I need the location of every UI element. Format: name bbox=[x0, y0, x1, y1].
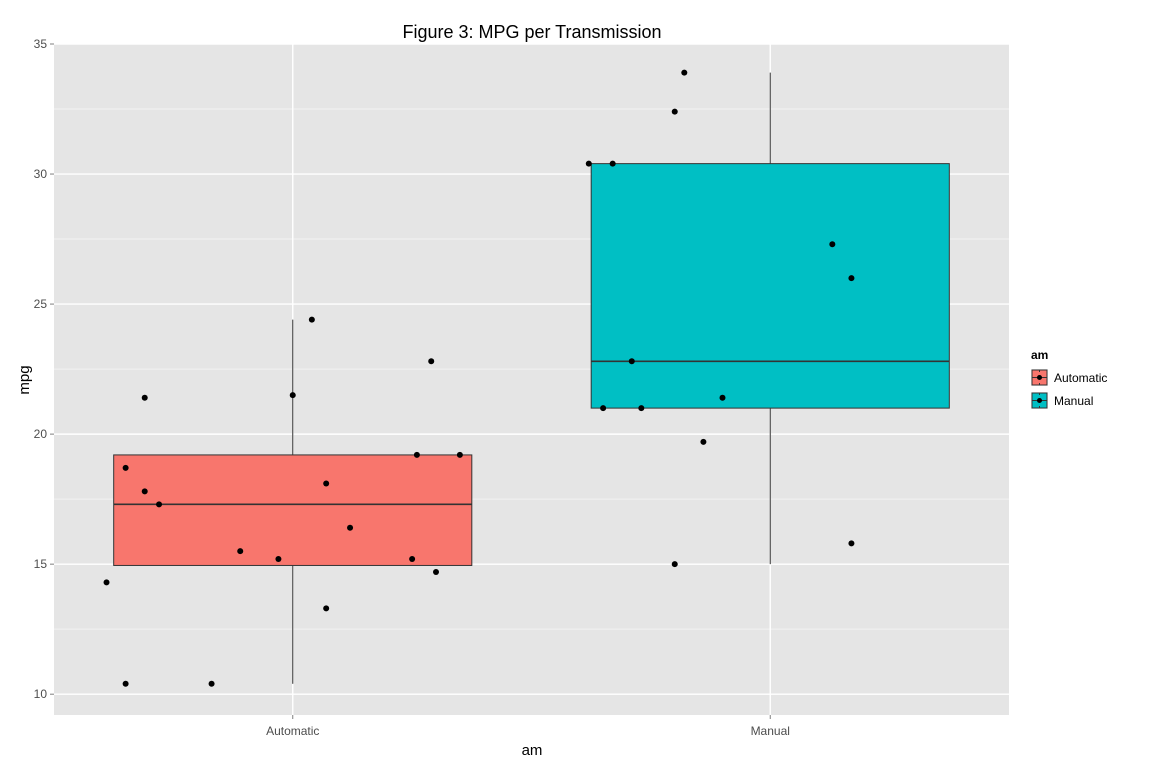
legend-item-manual: Manual bbox=[1031, 392, 1093, 409]
box-manual bbox=[590, 72, 950, 565]
y-tick-label: 35 bbox=[34, 37, 48, 51]
y-tick-label: 20 bbox=[34, 427, 48, 441]
legend: am Automatic Manual bbox=[1031, 348, 1107, 409]
data-point bbox=[609, 160, 616, 167]
legend-title: am bbox=[1031, 348, 1048, 362]
legend-label: Manual bbox=[1054, 394, 1093, 408]
x-tick-label: Manual bbox=[751, 724, 790, 738]
data-point bbox=[585, 160, 592, 167]
data-points bbox=[103, 69, 855, 687]
box-automatic bbox=[113, 319, 473, 684]
box-iqr bbox=[590, 163, 950, 409]
data-point bbox=[719, 394, 726, 401]
data-point bbox=[671, 108, 678, 115]
data-point bbox=[323, 605, 330, 612]
chart-title: Figure 3: MPG per Transmission bbox=[402, 22, 661, 42]
legend-key-point bbox=[1037, 375, 1042, 380]
data-point bbox=[141, 394, 148, 401]
data-point bbox=[456, 451, 463, 458]
data-point bbox=[156, 501, 163, 508]
data-point bbox=[628, 358, 635, 365]
x-tick-label: Automatic bbox=[266, 724, 319, 738]
data-point bbox=[409, 555, 416, 562]
data-point bbox=[103, 579, 110, 586]
data-point bbox=[122, 464, 129, 471]
y-tick-label: 15 bbox=[34, 557, 48, 571]
y-axis-ticks: 10 15 20 25 30 35 bbox=[34, 37, 54, 701]
data-point bbox=[237, 548, 244, 555]
x-axis-ticks: Automatic Manual bbox=[266, 715, 790, 738]
boxes bbox=[113, 72, 950, 684]
data-point bbox=[848, 275, 855, 282]
data-point bbox=[638, 405, 645, 412]
data-point bbox=[347, 524, 354, 531]
data-point bbox=[141, 488, 148, 495]
data-point bbox=[122, 680, 129, 687]
data-point bbox=[433, 568, 439, 575]
data-point bbox=[289, 392, 296, 399]
y-axis-label: mpg bbox=[16, 365, 33, 394]
data-point bbox=[829, 241, 836, 248]
data-point bbox=[323, 480, 330, 487]
data-point bbox=[600, 405, 607, 412]
x-axis-label: am bbox=[522, 742, 543, 759]
data-point bbox=[208, 680, 215, 687]
data-point bbox=[308, 316, 315, 323]
legend-item-automatic: Automatic bbox=[1031, 369, 1107, 386]
y-tick-label: 10 bbox=[34, 687, 48, 701]
box-iqr bbox=[113, 454, 473, 566]
data-point bbox=[700, 438, 707, 445]
data-point bbox=[848, 540, 855, 547]
data-point bbox=[671, 561, 678, 568]
data-point bbox=[681, 69, 688, 76]
y-tick-label: 25 bbox=[34, 297, 48, 311]
legend-label: Automatic bbox=[1054, 371, 1107, 385]
data-point bbox=[413, 451, 420, 458]
y-tick-label: 30 bbox=[34, 167, 48, 181]
data-point bbox=[275, 555, 282, 562]
legend-key-point bbox=[1037, 398, 1042, 403]
data-point bbox=[428, 358, 435, 365]
